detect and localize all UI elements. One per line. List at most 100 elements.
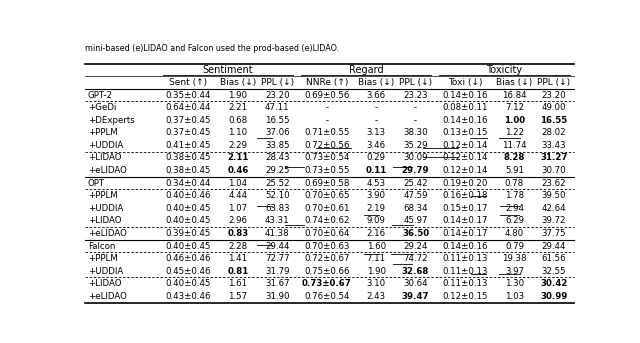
Text: 4.44: 4.44 (228, 191, 248, 200)
Text: -: - (414, 116, 417, 125)
Text: 0.39±0.45: 0.39±0.45 (166, 229, 211, 238)
Text: -: - (374, 103, 378, 112)
Text: 1.60: 1.60 (367, 241, 386, 250)
Text: 1.61: 1.61 (228, 279, 248, 288)
Text: 43.31: 43.31 (265, 216, 290, 225)
Text: 39.47: 39.47 (402, 292, 429, 301)
Text: 1.03: 1.03 (505, 292, 524, 301)
Text: 37.75: 37.75 (541, 229, 566, 238)
Text: 30.09: 30.09 (403, 153, 428, 163)
Text: +eLIDAO: +eLIDAO (88, 292, 127, 301)
Text: 36.50: 36.50 (402, 229, 429, 238)
Text: 0.78: 0.78 (505, 179, 524, 188)
Text: Sentiment: Sentiment (203, 65, 253, 75)
Text: 4.80: 4.80 (505, 229, 524, 238)
Text: 1.00: 1.00 (504, 116, 525, 125)
Text: 2.96: 2.96 (228, 216, 248, 225)
Text: 0.79: 0.79 (505, 241, 524, 250)
Text: 61.56: 61.56 (541, 254, 566, 263)
Text: 31.90: 31.90 (265, 292, 289, 301)
Text: 0.11±0.13: 0.11±0.13 (442, 279, 488, 288)
Text: 3.13: 3.13 (367, 128, 386, 137)
Text: 1.90: 1.90 (228, 91, 248, 99)
Text: +DExperts: +DExperts (88, 116, 134, 125)
Text: 0.71±0.55: 0.71±0.55 (304, 128, 349, 137)
Text: 0.13±0.15: 0.13±0.15 (442, 128, 488, 137)
Text: 30.42: 30.42 (540, 279, 568, 288)
Text: 0.12±0.14: 0.12±0.14 (442, 153, 488, 163)
Text: Falcon: Falcon (88, 241, 115, 250)
Text: 0.40±0.45: 0.40±0.45 (166, 204, 211, 213)
Text: 38.30: 38.30 (403, 128, 428, 137)
Text: 30.64: 30.64 (403, 279, 428, 288)
Text: 0.14±0.17: 0.14±0.17 (442, 229, 488, 238)
Text: 0.37±0.45: 0.37±0.45 (166, 116, 211, 125)
Text: 2.29: 2.29 (228, 141, 248, 150)
Text: +UDDIA: +UDDIA (88, 141, 123, 150)
Text: 2.94: 2.94 (505, 204, 524, 213)
Text: Sent (↑): Sent (↑) (170, 78, 207, 87)
Text: 28.02: 28.02 (541, 128, 566, 137)
Text: 0.37±0.45: 0.37±0.45 (166, 128, 211, 137)
Text: GPT-2: GPT-2 (88, 91, 113, 99)
Text: 0.72±0.56: 0.72±0.56 (304, 141, 349, 150)
Text: 63.83: 63.83 (265, 204, 290, 213)
Text: 39.72: 39.72 (541, 216, 566, 225)
Text: OPT: OPT (88, 179, 105, 188)
Text: 5.91: 5.91 (505, 166, 524, 175)
Text: 30.99: 30.99 (540, 292, 568, 301)
Text: 3.97: 3.97 (505, 267, 524, 276)
Text: 0.72±0.67: 0.72±0.67 (304, 254, 349, 263)
Text: Toxicity: Toxicity (486, 65, 522, 75)
Text: 29.44: 29.44 (265, 241, 289, 250)
Text: 3.90: 3.90 (367, 191, 386, 200)
Text: 35.29: 35.29 (403, 141, 428, 150)
Text: 2.21: 2.21 (228, 103, 248, 112)
Text: 0.12±0.14: 0.12±0.14 (442, 141, 488, 150)
Text: +LIDAO: +LIDAO (88, 279, 122, 288)
Text: 2.43: 2.43 (367, 292, 386, 301)
Text: -: - (325, 116, 328, 125)
Text: 68.34: 68.34 (403, 204, 428, 213)
Text: 0.38±0.45: 0.38±0.45 (166, 153, 211, 163)
Text: 0.38±0.45: 0.38±0.45 (166, 166, 211, 175)
Text: 0.70±0.63: 0.70±0.63 (304, 241, 349, 250)
Text: 0.40±0.46: 0.40±0.46 (166, 191, 211, 200)
Text: 42.64: 42.64 (541, 204, 566, 213)
Text: 11.74: 11.74 (502, 141, 527, 150)
Text: 2.19: 2.19 (367, 204, 386, 213)
Text: 3.66: 3.66 (367, 91, 386, 99)
Text: 0.15±0.17: 0.15±0.17 (442, 204, 488, 213)
Text: 49.00: 49.00 (541, 103, 566, 112)
Text: 23.20: 23.20 (265, 91, 290, 99)
Text: 29.79: 29.79 (402, 166, 429, 175)
Text: 0.11±0.13: 0.11±0.13 (442, 254, 488, 263)
Text: 29.24: 29.24 (403, 241, 428, 250)
Text: 52.10: 52.10 (265, 191, 290, 200)
Text: 0.14±0.16: 0.14±0.16 (442, 91, 488, 99)
Text: +eLIDAO: +eLIDAO (88, 229, 127, 238)
Text: 0.69±0.56: 0.69±0.56 (304, 91, 349, 99)
Text: 39.50: 39.50 (541, 191, 566, 200)
Text: 0.43±0.46: 0.43±0.46 (166, 292, 211, 301)
Text: NNRe (↑): NNRe (↑) (305, 78, 348, 87)
Text: 0.69±0.58: 0.69±0.58 (304, 179, 349, 188)
Text: 31.67: 31.67 (265, 279, 290, 288)
Text: 0.40±0.45: 0.40±0.45 (166, 216, 211, 225)
Text: 28.43: 28.43 (265, 153, 290, 163)
Text: 37.06: 37.06 (265, 128, 290, 137)
Text: Bias (↓): Bias (↓) (220, 78, 256, 87)
Text: Bias (↓): Bias (↓) (496, 78, 532, 87)
Text: 7.12: 7.12 (505, 103, 524, 112)
Text: +GeDi: +GeDi (88, 103, 116, 112)
Text: 6.29: 6.29 (505, 216, 524, 225)
Text: 1.57: 1.57 (228, 292, 248, 301)
Text: +PPLM: +PPLM (88, 191, 118, 200)
Text: 1.07: 1.07 (228, 204, 248, 213)
Text: 45.97: 45.97 (403, 216, 428, 225)
Text: 3.46: 3.46 (367, 141, 386, 150)
Text: +PPLM: +PPLM (88, 254, 118, 263)
Text: 31.79: 31.79 (265, 267, 289, 276)
Text: 1.41: 1.41 (228, 254, 248, 263)
Text: +PPLM: +PPLM (88, 128, 118, 137)
